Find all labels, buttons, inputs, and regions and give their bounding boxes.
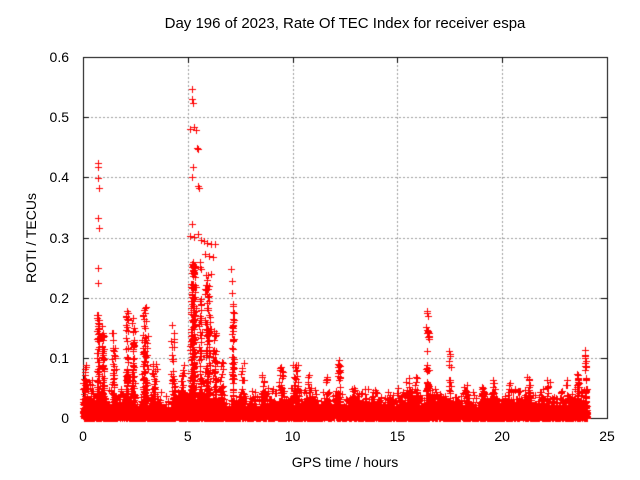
x-tick-label: 20 (494, 428, 510, 444)
y-tick-label: 0.1 (49, 349, 69, 366)
y-tick-label: 0.4 (49, 169, 69, 186)
x-tick-label: 5 (183, 428, 192, 444)
y-tick-label: 0.6 (49, 49, 69, 65)
x-tick-label: 15 (389, 428, 406, 444)
x-tick-label: 10 (284, 428, 301, 444)
chart-title: Day 196 of 2023, Rate Of TEC Index for r… (164, 15, 526, 32)
x-tick-label: 0 (79, 428, 87, 444)
y-tick-label: 0 (61, 410, 69, 426)
x-axis-label: GPS time / hours (291, 454, 399, 470)
y-tick-label: 0.2 (49, 289, 69, 306)
y-tick-label: 0.5 (49, 109, 69, 126)
x-tick-label: 25 (599, 428, 615, 444)
y-tick-label: 0.3 (49, 229, 69, 246)
